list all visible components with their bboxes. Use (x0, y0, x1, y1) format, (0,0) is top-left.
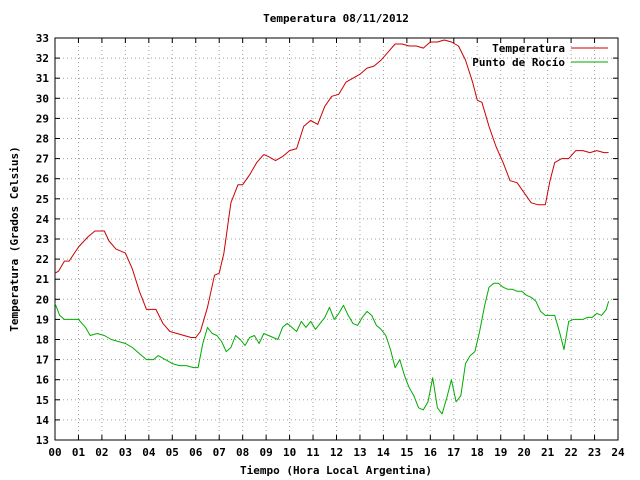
y-tick-label: 17 (36, 354, 49, 367)
y-tick-label: 30 (36, 92, 49, 105)
x-tick-label: 10 (283, 446, 296, 459)
y-tick-label: 16 (36, 374, 50, 387)
y-tick-label: 29 (36, 112, 49, 125)
x-tick-label: 17 (447, 446, 460, 459)
y-tick-label: 28 (36, 133, 49, 146)
y-tick-label: 22 (36, 253, 49, 266)
y-tick-label: 15 (36, 394, 49, 407)
x-tick-label: 01 (72, 446, 86, 459)
x-tick-label: 15 (400, 446, 413, 459)
y-tick-label: 25 (36, 193, 49, 206)
legend-label-1: Punto de Rocío (472, 56, 565, 69)
x-tick-label: 12 (330, 446, 343, 459)
y-axis: 13 14 15 16 17 18 19 20 21 22 23 24 25 26 27 28 29 30 31 32… (36, 32, 618, 447)
x-tick-label: 13 (353, 446, 366, 459)
x-tick-label: 06 (189, 446, 203, 459)
x-tick-label: 19 (494, 446, 507, 459)
x-axis: 00 01 02 03 04 05 06 07 08 09 10 11 12 13 14 15 16 17 18 19… (48, 38, 625, 459)
grid (55, 38, 618, 440)
y-tick-label: 19 (36, 313, 49, 326)
series-line-0 (54, 39, 609, 338)
x-tick-label: 14 (377, 446, 391, 459)
y-tick-label: 33 (36, 32, 49, 45)
y-tick-label: 13 (36, 434, 49, 447)
x-tick-label: 04 (142, 446, 156, 459)
y-tick-label: 26 (36, 173, 50, 186)
y-tick-label: 14 (36, 414, 50, 427)
y-tick-label: 23 (36, 233, 49, 246)
chart-title: Temperatura 08/11/2012 (263, 12, 409, 25)
y-tick-label: 32 (36, 52, 49, 65)
x-tick-label: 22 (564, 446, 577, 459)
x-tick-label: 08 (236, 446, 249, 459)
x-tick-label: 09 (260, 446, 273, 459)
x-tick-label: 23 (588, 446, 601, 459)
legend-label-0: Temperatura (492, 42, 565, 55)
x-tick-label: 11 (306, 446, 320, 459)
series-group (54, 39, 610, 415)
y-tick-label: 27 (36, 153, 49, 166)
y-axis-title: Temperatura (Grados Celsius) (8, 146, 21, 331)
x-tick-label: 20 (518, 446, 531, 459)
x-tick-label: 16 (424, 446, 438, 459)
x-axis-title: Tiempo (Hora Local Argentina) (240, 464, 432, 477)
x-tick-label: 05 (166, 446, 179, 459)
x-tick-label: 07 (213, 446, 226, 459)
y-tick-label: 24 (36, 213, 50, 226)
x-tick-label: 03 (119, 446, 132, 459)
x-tick-label: 24 (611, 446, 625, 459)
y-tick-label: 31 (36, 72, 50, 85)
y-tick-label: 21 (36, 273, 50, 286)
x-tick-label: 02 (95, 446, 108, 459)
x-tick-label: 18 (471, 446, 484, 459)
series-line-1 (54, 282, 610, 415)
y-tick-label: 18 (36, 334, 49, 347)
y-tick-label: 20 (36, 293, 49, 306)
x-tick-label: 00 (48, 446, 61, 459)
x-tick-label: 21 (541, 446, 555, 459)
